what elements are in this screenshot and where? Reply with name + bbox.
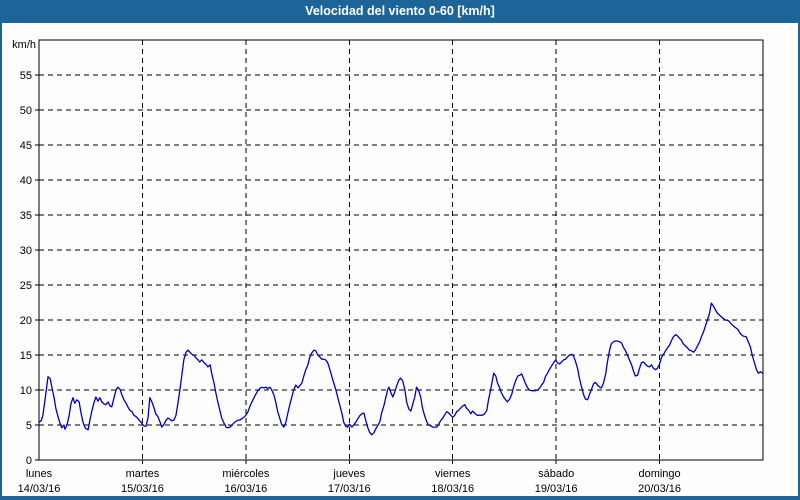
- window-titlebar: Velocidad del viento 0-60 [km/h]: [2, 0, 798, 23]
- y-tick-label: 20: [20, 315, 32, 327]
- day-name-label: jueves: [332, 468, 365, 480]
- window-title: Velocidad del viento 0-60 [km/h]: [305, 4, 495, 18]
- day-date-label: 19/03/16: [535, 483, 578, 494]
- y-tick-label: 55: [20, 70, 32, 82]
- day-date-label: 16/03/16: [224, 483, 267, 494]
- y-tick-label: 25: [20, 280, 32, 292]
- x-axis-labels: lunes 14/03/16 martes 15/03/16 miércoles 16/0…: [18, 460, 681, 494]
- wind-speed-line-chart: 0 5 10 15 20 25 30 35 40 45 50 55 lunes 14/03/16 marte…: [18, 39, 764, 494]
- y-tick-label: 10: [20, 385, 32, 397]
- chart-area: km/h 0 5 10 15 20 25 30 35 40 45 50 55 lunes 14/03/16…: [2, 23, 798, 494]
- day-name-label: sábado: [538, 468, 574, 480]
- y-tick-label: 35: [20, 210, 32, 222]
- day-date-label: 18/03/16: [431, 483, 474, 494]
- day-name-label: viernes: [435, 468, 471, 480]
- y-axis-labels: 0 5 10 15 20 25 30 35 40 45 50 55: [20, 70, 39, 467]
- y-tick-label: 15: [20, 350, 32, 362]
- y-tick-label: 45: [20, 140, 32, 152]
- wind-speed-series-line: [38, 302, 763, 436]
- y-tick-label: 40: [20, 175, 32, 187]
- day-name-label: martes: [126, 468, 160, 480]
- y-tick-label: 0: [26, 455, 32, 467]
- y-tick-label: 30: [20, 245, 32, 257]
- day-date-label: 15/03/16: [121, 483, 164, 494]
- day-name-label: domingo: [638, 468, 680, 480]
- day-date-label: 20/03/16: [638, 483, 681, 494]
- y-tick-label: 50: [20, 105, 32, 117]
- y-axis-unit-label: km/h: [12, 39, 36, 51]
- day-date-label: 14/03/16: [18, 483, 61, 494]
- day-name-label: miércoles: [222, 468, 270, 480]
- gridlines: [39, 40, 763, 460]
- day-date-label: 17/03/16: [328, 483, 371, 494]
- day-name-label: lunes: [26, 468, 53, 480]
- y-tick-label: 5: [26, 420, 32, 432]
